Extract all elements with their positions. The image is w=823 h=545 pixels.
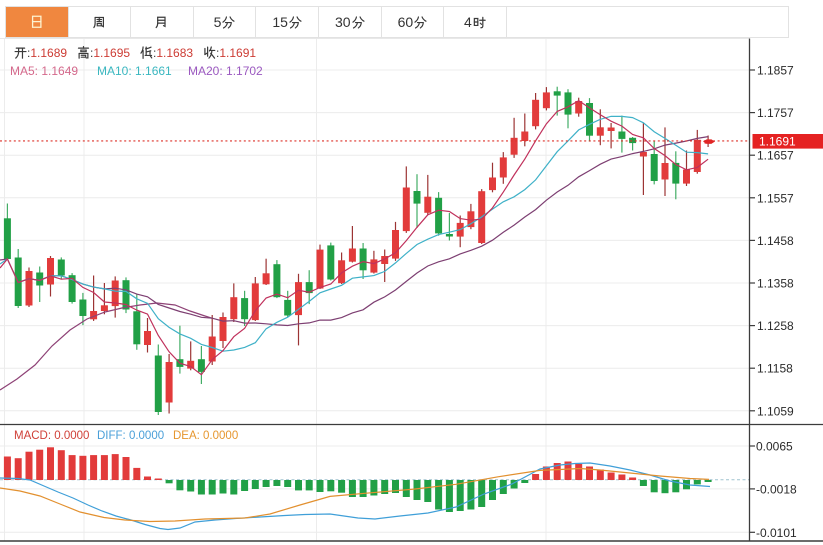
svg-text:1.1657: 1.1657 — [757, 149, 794, 163]
svg-text:1.1258: 1.1258 — [757, 319, 794, 333]
svg-text:0.0065: 0.0065 — [756, 440, 793, 454]
svg-text:1.1691: 1.1691 — [759, 134, 796, 148]
svg-text:1.1358: 1.1358 — [757, 277, 794, 291]
svg-text:1.1557: 1.1557 — [757, 191, 794, 205]
svg-text:1.1059: 1.1059 — [757, 404, 794, 418]
svg-text:1.1757: 1.1757 — [757, 106, 794, 120]
svg-text:-0.0101: -0.0101 — [756, 526, 797, 540]
svg-text:1.1458: 1.1458 — [757, 234, 794, 248]
svg-text:-0.0018: -0.0018 — [756, 482, 797, 496]
svg-text:1.1158: 1.1158 — [757, 362, 793, 376]
svg-text:1.1857: 1.1857 — [757, 64, 794, 78]
